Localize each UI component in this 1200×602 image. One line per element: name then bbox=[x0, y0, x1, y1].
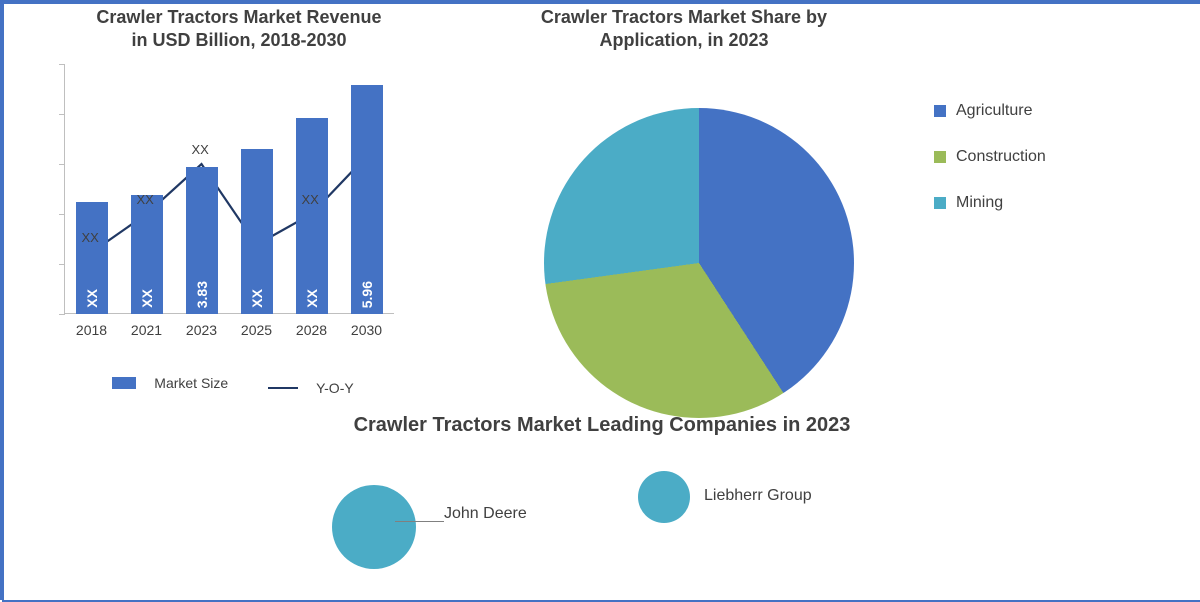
pie-swatch-icon bbox=[934, 197, 946, 209]
yoy-label: XX bbox=[302, 192, 319, 207]
top-row: Crawler Tractors Market Revenue in USD B… bbox=[4, 4, 1200, 404]
x-label-2018: 2018 bbox=[67, 322, 117, 338]
leader-line bbox=[395, 521, 444, 522]
pie-legend: Agriculture Construction Mining bbox=[934, 74, 1046, 404]
line-swatch-icon bbox=[268, 387, 298, 389]
companies-panel: Crawler Tractors Market Leading Companie… bbox=[4, 414, 1200, 587]
pie-swatch-icon bbox=[934, 105, 946, 117]
x-axis bbox=[64, 313, 394, 314]
share-chart-panel: Crawler Tractors Market Share by Applica… bbox=[474, 4, 1194, 404]
pie-legend-label: Agriculture bbox=[956, 102, 1032, 120]
bar-2025: XX bbox=[241, 149, 273, 314]
company-label: John Deere bbox=[444, 505, 527, 523]
company-label: Liebherr Group bbox=[704, 487, 812, 505]
bar-value-label: 3.83 bbox=[194, 281, 210, 308]
revenue-chart-title: Crawler Tractors Market Revenue in USD B… bbox=[49, 4, 429, 53]
company-bubbles: John Deere Liebherr Group bbox=[4, 457, 1200, 587]
pie-legend-mining: Mining bbox=[934, 194, 1046, 212]
legend-line-label: Y-O-Y bbox=[316, 380, 354, 396]
share-title-line1: Crawler Tractors Market Share by bbox=[541, 7, 827, 27]
y-axis bbox=[64, 64, 65, 314]
pie-chart bbox=[544, 108, 854, 418]
revenue-chart-panel: Crawler Tractors Market Revenue in USD B… bbox=[4, 4, 474, 404]
revenue-title-line2: in USD Billion, 2018-2030 bbox=[131, 30, 346, 50]
revenue-chart-area: XX2018XXXX2021XX3.832023XXXX2025XX2028XX… bbox=[64, 64, 394, 314]
pie-wrap bbox=[544, 108, 854, 418]
share-title-line2: Application, in 2023 bbox=[599, 30, 768, 50]
legend-yoy: Y-O-Y bbox=[268, 380, 366, 396]
pie-swatch-icon bbox=[934, 151, 946, 163]
bar-swatch-icon bbox=[112, 377, 136, 389]
bar-value-label: 5.96 bbox=[359, 281, 375, 308]
company-bubble-john-deere bbox=[332, 485, 416, 569]
legend-market-size: Market Size bbox=[112, 375, 240, 391]
x-label-2021: 2021 bbox=[122, 322, 172, 338]
bar-value-label: XX bbox=[249, 289, 265, 308]
bar-value-label: XX bbox=[139, 289, 155, 308]
pie-legend-agriculture: Agriculture bbox=[934, 102, 1046, 120]
yoy-label: XX bbox=[192, 142, 209, 157]
bar-2030: 5.96 bbox=[351, 85, 383, 314]
bar-value-label: XX bbox=[84, 289, 100, 308]
bar-2028: XX bbox=[296, 118, 328, 314]
pie-legend-construction: Construction bbox=[934, 148, 1046, 166]
yoy-label: XX bbox=[82, 230, 99, 245]
revenue-legend: Market Size Y-O-Y bbox=[4, 375, 474, 396]
x-label-2025: 2025 bbox=[232, 322, 282, 338]
share-chart-title: Crawler Tractors Market Share by Applica… bbox=[484, 4, 884, 53]
legend-bar-label: Market Size bbox=[154, 375, 228, 391]
pie-column: Crawler Tractors Market Share by Applica… bbox=[474, 4, 894, 404]
x-label-2023: 2023 bbox=[177, 322, 227, 338]
company-bubble-liebherr-group bbox=[638, 471, 690, 523]
yoy-label: XX bbox=[137, 192, 154, 207]
revenue-title-line1: Crawler Tractors Market Revenue bbox=[96, 7, 381, 27]
x-label-2028: 2028 bbox=[287, 322, 337, 338]
bar-2018: XX bbox=[76, 202, 108, 314]
x-label-2030: 2030 bbox=[342, 322, 392, 338]
bar-2023: 3.83 bbox=[186, 167, 218, 314]
pie-legend-label: Construction bbox=[956, 148, 1046, 166]
yoy-line bbox=[64, 64, 394, 314]
bar-value-label: XX bbox=[304, 289, 320, 308]
pie-legend-label: Mining bbox=[956, 194, 1003, 212]
bar-2021: XX bbox=[131, 195, 163, 314]
